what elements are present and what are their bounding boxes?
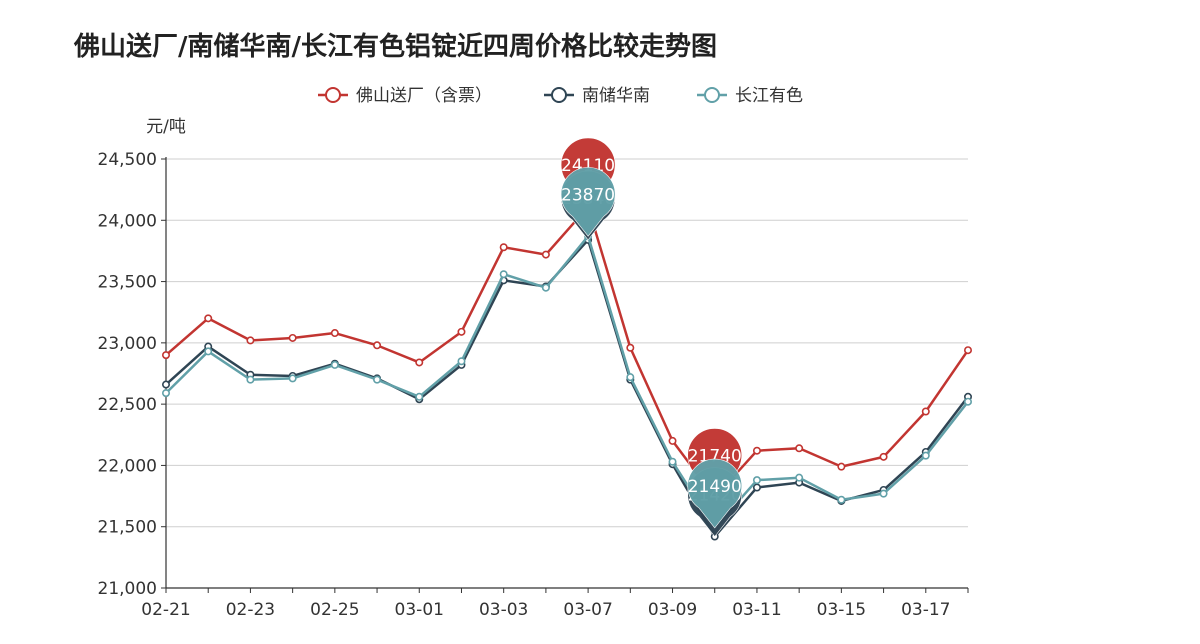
markpoint: 21490 <box>687 458 743 529</box>
legend-marker <box>704 87 720 103</box>
legend-label: 佛山送厂（含票） <box>356 86 492 106</box>
data-point <box>162 380 171 389</box>
data-point <box>626 373 635 382</box>
data-point <box>204 347 213 356</box>
data-point <box>541 283 550 292</box>
y-tick-label: 24,000 <box>98 211 157 231</box>
legend-marker <box>551 87 567 103</box>
x-tick-label: 03-15 <box>817 600 866 620</box>
markpoint-pin <box>560 167 616 237</box>
series-2 <box>162 232 972 532</box>
y-tick-label: 23,000 <box>98 334 157 354</box>
series-line <box>165 238 969 538</box>
data-point <box>373 341 382 350</box>
series-1 <box>162 235 972 541</box>
x-tick-label: 03-17 <box>901 600 950 620</box>
x-tick-label: 03-07 <box>563 600 612 620</box>
data-point <box>668 436 677 445</box>
data-point <box>795 473 804 482</box>
data-point <box>457 327 466 336</box>
data-point <box>330 360 339 369</box>
data-point <box>921 451 930 460</box>
data-point <box>963 397 972 406</box>
data-point <box>541 250 550 259</box>
legend-item: 长江有色 <box>697 86 803 106</box>
x-tick-label: 03-01 <box>395 600 444 620</box>
x-tick-label: 02-25 <box>310 600 359 620</box>
x-tick-label: 03-03 <box>479 600 528 620</box>
data-point <box>626 343 635 352</box>
data-point <box>457 357 466 366</box>
data-point <box>963 346 972 355</box>
x-tick-label: 03-11 <box>732 600 781 620</box>
legend-label: 南储华南 <box>582 86 650 106</box>
legend-label: 长江有色 <box>735 86 803 106</box>
markpoint-pin <box>687 458 743 529</box>
y-tick-label: 22,000 <box>98 456 157 476</box>
data-point <box>668 457 677 466</box>
data-point <box>499 243 508 252</box>
data-point <box>246 375 255 384</box>
data-point <box>373 375 382 384</box>
x-tick-label: 03-09 <box>648 600 697 620</box>
data-point <box>921 407 930 416</box>
data-point <box>288 333 297 342</box>
data-point <box>752 476 761 485</box>
y-tick-label: 22,500 <box>98 395 157 415</box>
y-axis-label: 元/吨 <box>146 117 186 137</box>
x-tick-label: 02-23 <box>226 600 275 620</box>
data-point <box>162 351 171 360</box>
data-point <box>204 314 213 323</box>
series-0 <box>162 202 972 502</box>
legend-item: 南储华南 <box>544 86 650 106</box>
markpoint-label: 23870 <box>561 185 615 205</box>
markpoint-label: 21740 <box>688 446 742 466</box>
y-tick-label: 23,500 <box>98 273 157 293</box>
y-tick-label: 24,500 <box>98 150 157 170</box>
markpoint: 23870 <box>560 167 616 237</box>
x-tick-label: 02-21 <box>141 600 190 620</box>
data-point <box>415 392 424 401</box>
markpoint-label: 21490 <box>688 477 742 497</box>
data-point <box>162 389 171 398</box>
series-line <box>165 205 970 499</box>
data-point <box>288 374 297 383</box>
data-point <box>752 483 761 492</box>
legend-marker <box>325 87 341 103</box>
data-point <box>499 270 508 279</box>
data-point <box>415 358 424 367</box>
data-point <box>879 452 888 461</box>
legend-item: 佛山送厂（含票） <box>318 86 492 106</box>
data-point <box>330 329 339 338</box>
data-point <box>837 495 846 504</box>
chart-title: 佛山送厂/南储华南/长江有色铝锭近四周价格比较走势图 <box>74 32 717 62</box>
data-point <box>837 462 846 471</box>
data-point <box>752 446 761 455</box>
series-line <box>165 234 969 530</box>
data-point <box>795 444 804 453</box>
y-tick-label: 21,000 <box>98 579 157 599</box>
data-point <box>879 489 888 498</box>
y-tick-label: 21,500 <box>98 518 157 538</box>
data-point <box>246 336 255 345</box>
